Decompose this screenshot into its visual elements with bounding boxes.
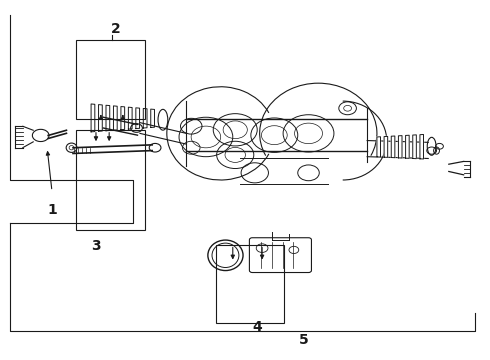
Polygon shape (121, 107, 124, 130)
Text: 3: 3 (91, 239, 101, 253)
Polygon shape (136, 108, 140, 129)
Polygon shape (98, 105, 102, 131)
Text: 4: 4 (252, 320, 262, 334)
Polygon shape (106, 105, 110, 131)
Polygon shape (391, 136, 395, 158)
Polygon shape (143, 108, 147, 128)
FancyBboxPatch shape (249, 238, 312, 273)
Bar (76, 40, 145, 119)
Polygon shape (151, 109, 154, 127)
Polygon shape (398, 136, 402, 158)
Bar (76, 130, 145, 230)
Text: 1: 1 (47, 203, 57, 217)
Polygon shape (406, 135, 409, 158)
Polygon shape (91, 104, 95, 132)
Polygon shape (413, 135, 416, 159)
Polygon shape (377, 137, 381, 157)
Bar (216, 244, 284, 323)
Polygon shape (114, 106, 117, 130)
Text: 2: 2 (111, 22, 121, 36)
Polygon shape (384, 136, 388, 157)
Polygon shape (420, 135, 423, 159)
Polygon shape (128, 107, 132, 129)
Text: 5: 5 (299, 333, 309, 347)
